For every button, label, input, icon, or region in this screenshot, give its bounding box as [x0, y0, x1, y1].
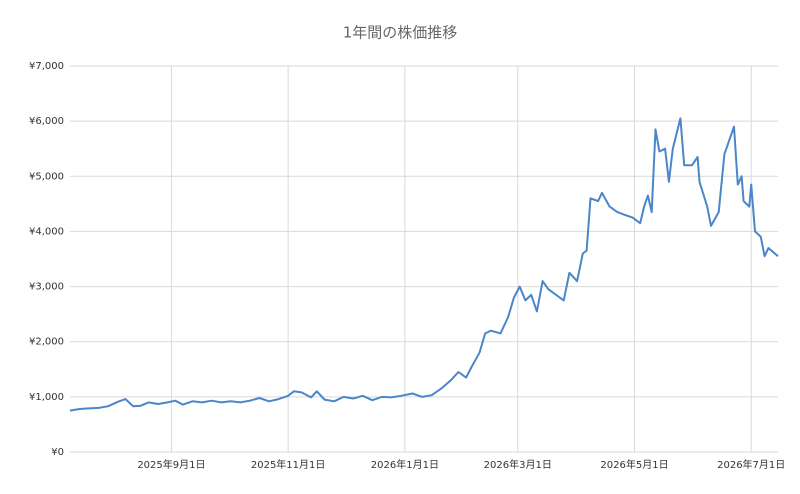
x-tick-label: 2026年5月1日	[600, 458, 668, 471]
chart-title: 1年間の株価推移	[343, 24, 458, 42]
x-tick-label: 2025年11月1日	[251, 458, 326, 471]
y-tick-label: ¥3,000	[29, 282, 64, 293]
price-line	[69, 117, 779, 412]
x-tick-label: 2025年9月1日	[137, 458, 205, 471]
y-tick-label: ¥1,000	[29, 392, 64, 403]
y-tick-label: ¥2,000	[29, 337, 64, 348]
x-tick-label: 2026年1月1日	[371, 458, 439, 471]
y-tick-label: ¥0	[51, 447, 64, 458]
x-tick-label: 2026年3月1日	[484, 458, 552, 471]
x-tick-label: 2026年7月1日	[717, 458, 785, 471]
y-tick-label: ¥7,000	[29, 61, 64, 72]
y-tick-label: ¥4,000	[29, 226, 64, 237]
y-tick-label: ¥6,000	[29, 116, 64, 127]
y-tick-label: ¥5,000	[29, 171, 64, 182]
